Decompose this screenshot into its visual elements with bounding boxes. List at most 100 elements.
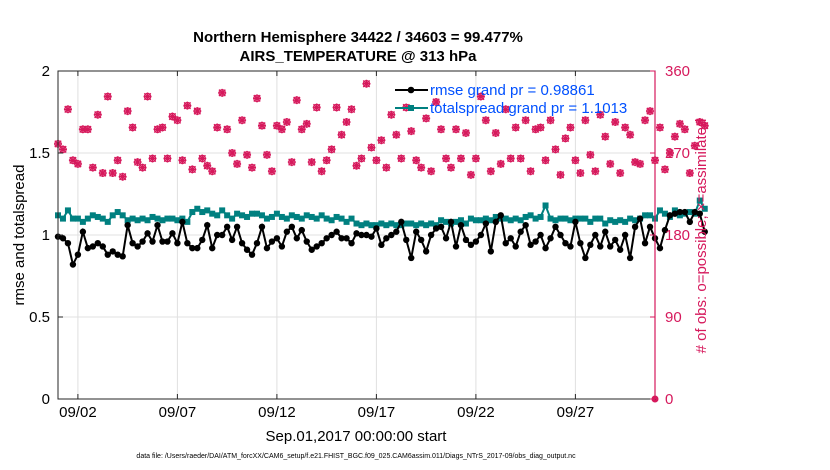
obs-assimilated-marker: [506, 154, 515, 163]
x-tick-label: 09/02: [59, 404, 97, 421]
obs-assimilated-marker: [700, 121, 709, 130]
totalspread-point: [134, 217, 141, 224]
obs-assimilated-marker: [665, 149, 674, 157]
rmse-point: [99, 243, 106, 250]
totalspread-point: [647, 212, 654, 219]
rmse-point: [79, 228, 87, 235]
rmse-point: [124, 221, 131, 229]
obs-assimilated-marker: [417, 163, 426, 172]
obs-assimilated-marker: [556, 170, 565, 179]
obs-assimilated-marker: [183, 101, 192, 110]
totalspread-point: [229, 215, 236, 222]
totalspread-point: [373, 222, 380, 229]
totalspread-point: [104, 218, 111, 225]
totalspread-point: [537, 213, 544, 220]
totalspread-point: [348, 215, 355, 222]
obs-assimilated-marker: [616, 169, 625, 178]
y-right-tick-label: 270: [665, 145, 690, 162]
totalspread-point: [567, 217, 574, 224]
totalspread-point: [462, 220, 469, 227]
totalspread-point: [254, 210, 260, 217]
obs-assimilated-marker: [362, 79, 371, 88]
rmse-point: [238, 240, 246, 247]
totalspread-point: [612, 218, 619, 225]
obs-assimilated-marker: [233, 159, 242, 168]
obs-assimilated-marker: [546, 116, 555, 125]
obs-assimilated-marker: [83, 125, 92, 134]
obs-assimilated-marker: [526, 167, 535, 176]
legend-spread-swatch-marker: [408, 105, 414, 111]
totalspread-point: [403, 220, 410, 227]
rmse-point: [373, 225, 380, 232]
totalspread-point: [149, 213, 156, 220]
obs-assimilated-marker: [481, 116, 490, 125]
totalspread-point: [368, 222, 375, 229]
obs-assimilated-marker: [292, 96, 301, 105]
obs-assimilated-marker: [248, 163, 257, 172]
obs-assimilated-marker: [262, 150, 271, 159]
obs-assimilated-marker: [581, 116, 590, 125]
rmse-point: [612, 236, 619, 244]
totalspread-point: [328, 217, 335, 224]
totalspread-point: [99, 215, 106, 222]
rmse-point: [532, 238, 539, 245]
obs-assimilated-marker: [58, 145, 67, 154]
obs-assimilated-marker: [282, 118, 291, 127]
totalspread-point: [572, 215, 579, 222]
rmse-point: [403, 236, 410, 244]
obs-assimilated-marker: [203, 161, 212, 170]
obs-assimilated-marker: [238, 116, 247, 125]
totalspread-point: [512, 215, 519, 222]
obs-assimilated-marker: [606, 159, 615, 168]
obs-assimilated-marker: [561, 134, 570, 143]
obs-assimilated-marker: [397, 154, 406, 163]
obs-assimilated-marker: [456, 154, 465, 163]
obs-assimilated-marker: [601, 132, 610, 141]
obs-assimilated-marker: [153, 125, 162, 134]
obs-assimilated-marker: [377, 136, 386, 145]
rmse-point: [233, 223, 241, 230]
totalspread-point: [562, 215, 569, 222]
totalspread-point: [632, 217, 639, 224]
obs-assimilated-marker: [208, 167, 217, 176]
rmse-point: [298, 226, 305, 234]
totalspread-point: [169, 215, 176, 222]
obs-assimilated-marker: [551, 145, 560, 154]
totalspread-point: [64, 207, 71, 214]
totalspread-point: [219, 207, 226, 214]
rmse-point: [666, 212, 674, 219]
obs-assimilated-marker: [541, 156, 550, 165]
chart-title-line1: Northern Hemisphere 34422 / 34603 = 99.4…: [193, 29, 523, 46]
totalspread-point: [258, 212, 265, 219]
obs-assimilated-marker: [576, 169, 585, 178]
obs-assimilated-marker: [63, 105, 72, 114]
obs-assimilated-marker: [631, 158, 640, 167]
rmse-point: [109, 248, 116, 255]
y-right-tick-label: 180: [665, 227, 690, 244]
totalspread-point: [522, 213, 529, 220]
rmse-point: [582, 254, 589, 262]
legend-rmse-swatch-marker: [407, 86, 415, 94]
y-left-tick-label: 2: [42, 63, 50, 80]
totalspread-point: [656, 207, 663, 214]
rmse-point: [502, 240, 509, 247]
totalspread-point: [607, 217, 614, 224]
rmse-point: [223, 223, 231, 230]
rmse-point: [114, 251, 121, 258]
rmse-point: [338, 235, 345, 242]
totalspread-point: [89, 212, 96, 219]
rmse-point: [432, 225, 440, 232]
obs-assimilated-marker: [327, 145, 336, 154]
obs-assimilated-marker: [302, 119, 311, 128]
totalspread-point: [467, 215, 474, 222]
totalspread-point: [59, 215, 66, 222]
rmse-point: [686, 218, 694, 226]
totalspread-point: [502, 215, 509, 222]
obs-assimilated-marker: [312, 103, 321, 112]
totalspread-point: [79, 218, 86, 225]
rmse-point: [452, 243, 460, 250]
totalspread-point: [263, 215, 270, 222]
obs-assimilated-marker: [118, 172, 127, 181]
rmse-point: [368, 233, 375, 240]
totalspread-point: [557, 215, 564, 222]
